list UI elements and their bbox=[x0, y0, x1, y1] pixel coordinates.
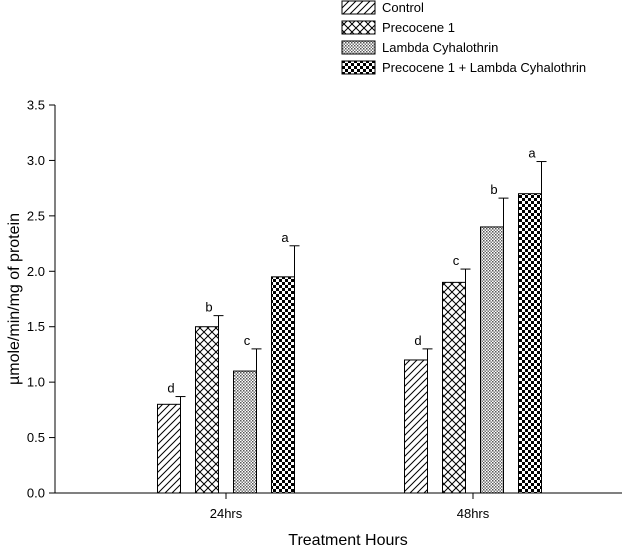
legend-label: Precocene 1 bbox=[382, 20, 455, 35]
legend-label: Lambda Cyhalothrin bbox=[382, 40, 498, 55]
x-tick-label: 24hrs bbox=[210, 506, 243, 521]
legend-swatch-fine-dots bbox=[341, 40, 376, 55]
x-tick-label: 48hrs bbox=[457, 506, 490, 521]
bar-checkerboard bbox=[518, 193, 542, 494]
bar-diagonal-hatch bbox=[157, 403, 181, 494]
y-tick-label: 0.5 bbox=[27, 430, 45, 445]
legend-swatch-crosshatch bbox=[341, 20, 376, 35]
bar-fine-dots bbox=[233, 370, 257, 494]
legend-label: Precocene 1 + Lambda Cyhalothrin bbox=[382, 60, 586, 75]
legend-swatch-checkerboard bbox=[341, 60, 376, 75]
significance-letter: c bbox=[453, 253, 460, 268]
bar-checkerboard bbox=[271, 276, 295, 494]
significance-letter: c bbox=[244, 333, 251, 348]
bar-crosshatch bbox=[195, 326, 219, 494]
y-tick-label: 0.0 bbox=[27, 486, 45, 501]
significance-letter: d bbox=[414, 333, 421, 348]
y-tick-label: 1.5 bbox=[27, 319, 45, 334]
y-ticks: 0.0 0.5 1.0 1.5 2.0 2.5 3.0 3.5 bbox=[27, 98, 55, 501]
bars: d b c a d c b a bbox=[157, 146, 547, 494]
y-tick-label: 2.0 bbox=[27, 264, 45, 279]
legend-swatch-diagonal-hatch bbox=[341, 0, 376, 15]
significance-letter: d bbox=[167, 381, 174, 396]
legend: Control Precocene 1 Lambda Cyhalothrin Prec… bbox=[341, 0, 586, 75]
y-tick-label: 1.0 bbox=[27, 375, 45, 390]
significance-letter: b bbox=[205, 300, 212, 315]
bar-diagonal-hatch bbox=[404, 359, 428, 494]
significance-letter: b bbox=[490, 182, 497, 197]
bar-fine-dots bbox=[480, 226, 504, 494]
y-axis-title: µmole/min/mg of protein bbox=[6, 213, 23, 385]
y-tick-label: 2.5 bbox=[27, 208, 45, 223]
y-tick-label: 3.5 bbox=[27, 98, 45, 113]
x-ticks: 24hrs 48hrs bbox=[210, 493, 490, 521]
bar-crosshatch bbox=[442, 281, 466, 494]
significance-letter: a bbox=[281, 230, 289, 245]
y-tick-label: 3.0 bbox=[27, 153, 45, 168]
significance-letter: a bbox=[528, 146, 536, 161]
legend-label: Control bbox=[382, 0, 424, 15]
x-axis-title: Treatment Hours bbox=[288, 532, 407, 548]
